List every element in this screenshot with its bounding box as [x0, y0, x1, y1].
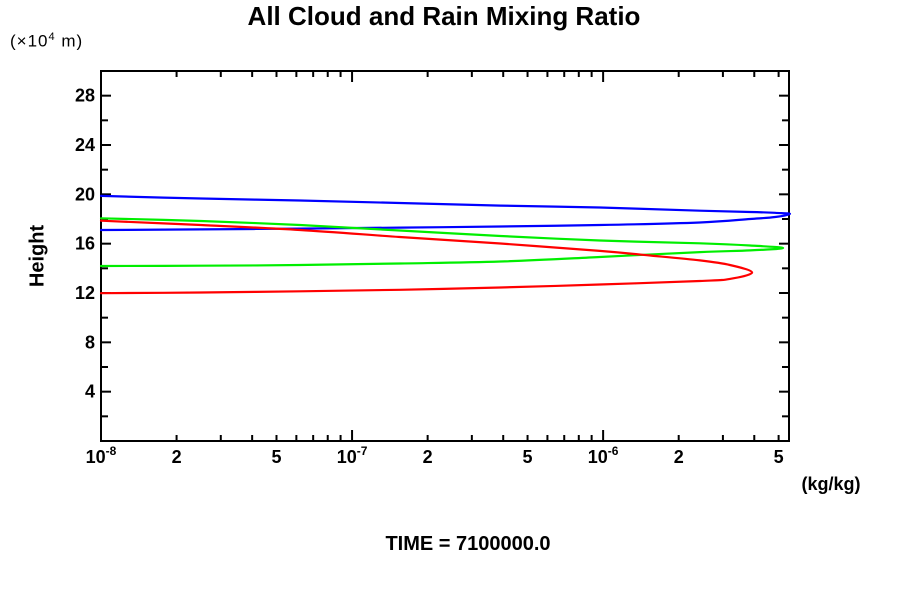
x-tick-label: 5 [271, 447, 281, 467]
plot-frame [100, 70, 790, 442]
x-tick-label: 2 [172, 447, 182, 467]
x-tick-label: 2 [423, 447, 433, 467]
x-tick-label: 2 [674, 447, 684, 467]
y-unit-prefix: (×10 [10, 31, 49, 51]
y-unit-exponent: 4 [48, 31, 56, 43]
y-tick-label: 4 [85, 382, 95, 402]
time-label: TIME = 7100000.0 [385, 533, 551, 555]
y-tick-label: 20 [75, 184, 95, 204]
y-tick-label: 16 [75, 234, 95, 254]
series-green-curve [99, 217, 785, 268]
y-tick-label: 24 [75, 135, 95, 155]
y-axis-unit-label: (×104 m) [10, 31, 83, 52]
x-tick-label: 10-6 [588, 444, 619, 467]
series-blue-curve [99, 194, 792, 232]
page-title: All Cloud and Rain Mixing Ratio [247, 1, 641, 31]
y-tick-label: 28 [75, 86, 95, 106]
x-tick-label: 10-8 [86, 444, 117, 467]
y-tick-label: 8 [85, 332, 95, 352]
y-unit-suffix: m) [55, 31, 84, 51]
x-axis-unit-label: (kg/kg) [801, 474, 861, 494]
series-red-curve [99, 219, 754, 295]
x-tick-label: 10-7 [337, 444, 368, 467]
x-tick-label: 5 [523, 447, 533, 467]
x-tick-label: 5 [774, 447, 784, 467]
y-tick-label: 12 [75, 283, 95, 303]
